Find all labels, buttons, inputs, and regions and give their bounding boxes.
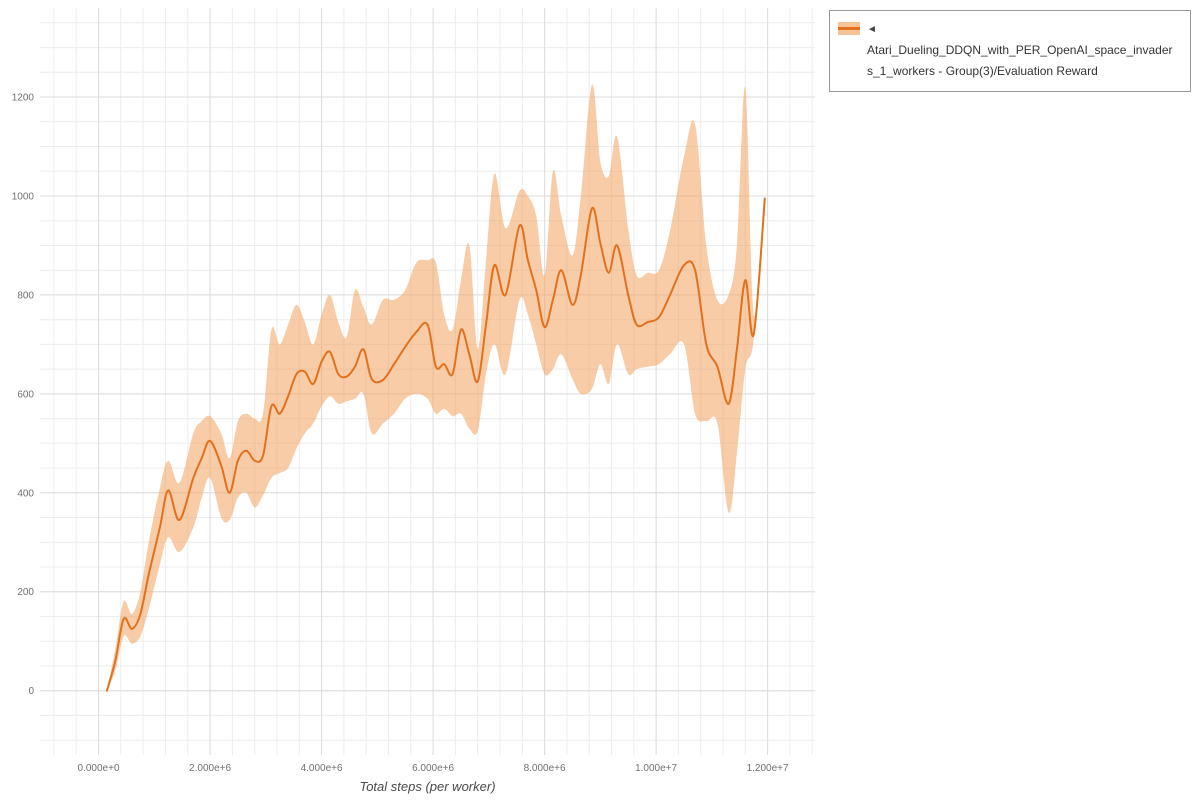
svg-text:1200: 1200 [12, 93, 35, 104]
svg-text:8.000e+6: 8.000e+6 [524, 763, 566, 774]
svg-text:800: 800 [17, 290, 34, 301]
svg-text:0: 0 [28, 686, 34, 697]
triangle-left-icon: ◄ [867, 24, 877, 35]
svg-text:1.000e+7: 1.000e+7 [635, 763, 677, 774]
legend-line-icon [838, 27, 860, 30]
svg-text:1000: 1000 [12, 191, 35, 202]
svg-text:0.000e+0: 0.000e+0 [78, 763, 120, 774]
legend-label-line2: s_1_workers - Group(3)/Evaluation Reward [867, 64, 1098, 78]
legend[interactable]: ◄ Atari_Dueling_DDQN_with_PER_OpenAI_spa… [829, 10, 1191, 92]
svg-text:Total steps (per worker): Total steps (per worker) [359, 779, 495, 794]
svg-text:1.200e+7: 1.200e+7 [747, 763, 789, 774]
svg-text:200: 200 [17, 587, 34, 598]
legend-band-swatch-icon [838, 22, 860, 35]
svg-text:6.000e+6: 6.000e+6 [412, 763, 454, 774]
svg-text:600: 600 [17, 389, 34, 400]
legend-run-name: Atari_Dueling_DDQN_with_PER_OpenAI_space… [867, 43, 1173, 57]
legend-label: ◄ Atari_Dueling_DDQN_with_PER_OpenAI_spa… [867, 18, 1180, 82]
svg-text:4.000e+6: 4.000e+6 [301, 763, 343, 774]
svg-text:2.000e+6: 2.000e+6 [189, 763, 231, 774]
legend-label-line1: ◄ Atari_Dueling_DDQN_with_PER_OpenAI_spa… [867, 18, 1180, 61]
svg-text:400: 400 [17, 488, 34, 499]
